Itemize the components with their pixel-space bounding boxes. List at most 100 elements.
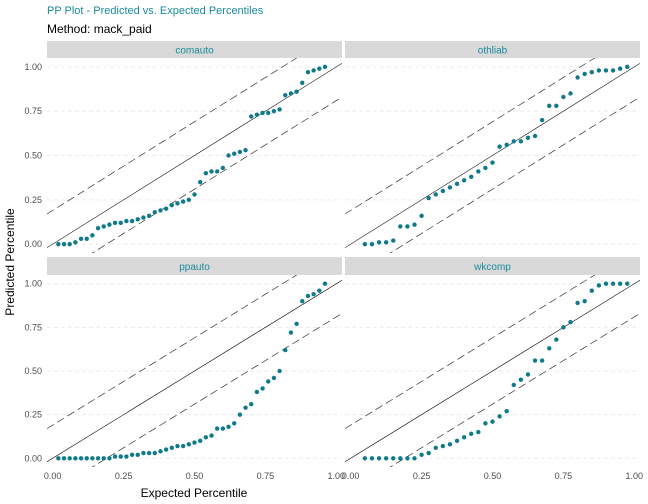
y-tick-label-comauto-0: 0.00: [24, 239, 42, 249]
point-othliab-25: [539, 117, 545, 123]
point-othliab-27: [554, 103, 559, 109]
point-comauto-40: [283, 93, 288, 98]
point-othliab-30: [575, 75, 580, 80]
point-wkcomp-11: [440, 443, 446, 449]
point-ppauto-3: [73, 456, 78, 461]
point-comauto-26: [203, 171, 209, 176]
point-othliab-17: [483, 165, 488, 171]
point-wkcomp-35: [610, 281, 616, 286]
point-comauto-36: [260, 110, 265, 116]
point-othliab-0: [362, 241, 368, 247]
point-wkcomp-1: [369, 456, 375, 461]
reference-line-ppauto: [47, 279, 342, 463]
point-wkcomp-34: [603, 281, 609, 286]
point-comauto-46: [317, 66, 322, 71]
point-wkcomp-31: [582, 298, 587, 304]
point-comauto-10: [112, 220, 118, 226]
point-othliab-12: [447, 185, 453, 190]
point-comauto-31: [232, 151, 237, 156]
y-tick-label-comauto-3: 0.75: [24, 106, 42, 116]
point-ppauto-38: [271, 375, 277, 381]
upper-band-wkcomp: [345, 275, 596, 429]
point-wkcomp-22: [518, 377, 524, 382]
point-othliab-34: [603, 68, 609, 73]
point-othliab-2: [376, 240, 382, 245]
point-wkcomp-26: [547, 346, 552, 351]
chart-title: PP Plot - Predicted vs. Expected Percent…: [47, 5, 264, 17]
point-wkcomp-6: [405, 456, 410, 461]
plot-area-othliab: [345, 58, 640, 253]
point-ppauto-31: [232, 421, 237, 426]
point-wkcomp-20: [504, 408, 509, 414]
point-ppauto-28: [214, 426, 220, 431]
upper-band-comauto: [47, 58, 298, 215]
point-comauto-44: [305, 69, 311, 75]
point-othliab-29: [568, 91, 573, 96]
x-tick-label-ppauto-2: 0.50: [186, 471, 204, 481]
point-comauto-47: [322, 64, 328, 70]
point-comauto-24: [192, 192, 197, 197]
point-ppauto-29: [220, 426, 226, 431]
point-othliab-13: [454, 181, 460, 187]
point-ppauto-34: [249, 401, 254, 407]
panel-comauto: comauto 0.00 0.25 0.50 0.75 1.00: [24, 41, 342, 253]
point-wkcomp-17: [483, 421, 488, 426]
x-tick-label-ppauto-4: 1.00: [328, 471, 346, 481]
point-wkcomp-10: [433, 445, 438, 450]
point-othliab-14: [461, 178, 467, 183]
x-tick-label-wkcomp-3: 0.75: [555, 471, 573, 481]
point-ppauto-10: [112, 454, 118, 459]
y-tick-label-ppauto-1: 0.25: [24, 410, 42, 420]
point-wkcomp-37: [625, 281, 630, 286]
point-comauto-34: [249, 114, 254, 119]
point-comauto-21: [175, 201, 180, 206]
point-othliab-4: [391, 238, 396, 243]
point-ppauto-18: [158, 449, 163, 454]
y-tick-label-comauto-2: 0.50: [24, 151, 42, 161]
point-othliab-22: [518, 139, 524, 144]
point-othliab-36: [617, 66, 623, 71]
point-wkcomp-9: [426, 450, 431, 456]
y-tick-label-comauto-1: 0.25: [24, 195, 42, 205]
point-ppauto-4: [78, 456, 84, 461]
point-comauto-35: [254, 112, 260, 117]
lower-band-othliab: [389, 96, 640, 253]
upper-band-othliab: [345, 58, 596, 215]
point-comauto-30: [226, 153, 231, 158]
point-comauto-6: [90, 233, 95, 238]
point-ppauto-23: [186, 442, 192, 447]
point-comauto-23: [186, 197, 192, 203]
point-othliab-15: [469, 174, 474, 179]
point-ppauto-13: [129, 452, 135, 457]
point-wkcomp-29: [568, 319, 573, 325]
point-comauto-42: [294, 89, 299, 94]
point-comauto-19: [163, 206, 169, 211]
point-comauto-39: [277, 107, 282, 112]
point-wkcomp-4: [391, 456, 396, 461]
point-ppauto-35: [254, 389, 260, 395]
plot-area-wkcomp: [345, 275, 640, 467]
point-ppauto-24: [192, 440, 197, 445]
point-ppauto-33: [243, 405, 248, 410]
point-wkcomp-19: [497, 414, 502, 419]
point-ppauto-12: [124, 454, 129, 459]
y-tick-label-ppauto-4: 1.00: [24, 279, 42, 289]
lower-band-ppauto: [91, 313, 342, 467]
point-wkcomp-30: [575, 300, 580, 306]
point-ppauto-16: [146, 450, 152, 456]
point-ppauto-25: [197, 438, 203, 444]
point-comauto-0: [56, 241, 61, 247]
point-othliab-37: [625, 64, 630, 70]
reference-line-wkcomp: [345, 279, 640, 463]
point-comauto-11: [118, 220, 123, 226]
point-wkcomp-13: [454, 438, 460, 444]
strip-label-othliab: othliab: [478, 46, 508, 57]
point-wkcomp-33: [596, 283, 602, 288]
point-ppauto-47: [322, 281, 328, 286]
point-othliab-7: [412, 222, 417, 227]
point-wkcomp-2: [376, 456, 382, 461]
point-othliab-20: [504, 142, 509, 148]
point-ppauto-45: [311, 292, 316, 297]
chart-subtitle: Method: mack_paid: [47, 22, 152, 36]
